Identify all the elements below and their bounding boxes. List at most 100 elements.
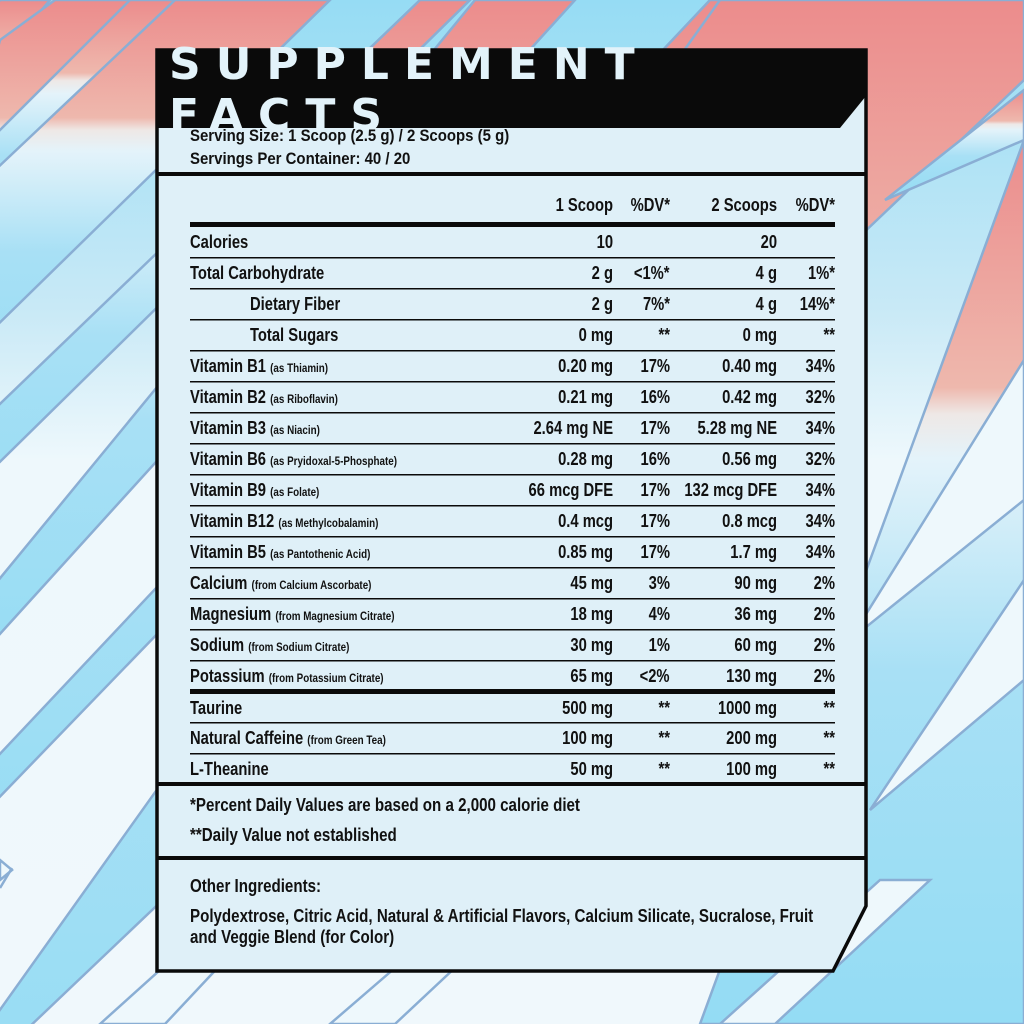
panel-frame bbox=[155, 48, 868, 973]
amount-2-scoops: 130 mg bbox=[726, 666, 777, 686]
other-ingredients-text: Polydextrose, Citric Acid, Natural & Art… bbox=[190, 906, 814, 947]
nutrient-label: Calories bbox=[190, 232, 248, 253]
nutrient-source: (as Niacin) bbox=[270, 423, 320, 437]
dv-2-scoops: 14%* bbox=[799, 294, 835, 314]
nutrient-name: Vitamin B9 bbox=[190, 480, 267, 500]
nutrient-row: Taurine 500 mg ** 1000 mg ** bbox=[190, 694, 835, 725]
nutrient-row: Total Carbohydrate 2 g <1%* 4 g 1%* bbox=[190, 259, 835, 290]
nutrient-name: Vitamin B1 bbox=[190, 356, 267, 376]
dv-2-scoops: ** bbox=[823, 325, 835, 345]
nutrient-label: Magnesium (from Magnesium Citrate) bbox=[190, 604, 395, 625]
other-ingredients-heading: Other Ingredients: bbox=[190, 876, 322, 896]
nutrient-row: Calories 10 20 bbox=[190, 228, 835, 259]
dv-2-scoops: 34% bbox=[805, 511, 835, 531]
servings-per-container: Servings Per Container: 40 / 20 bbox=[190, 149, 411, 168]
nutrient-row: Vitamin B1 (as Thiamin) 0.20 mg 17% 0.40 mg… bbox=[190, 352, 835, 383]
nutrient-label: Vitamin B12 (as Methylcobalamin) bbox=[190, 511, 378, 532]
amount-1-scoop: 45 mg bbox=[570, 573, 613, 593]
dv-2-scoops: 32% bbox=[805, 449, 835, 469]
nutrient-label: Vitamin B1 (as Thiamin) bbox=[190, 356, 328, 377]
nutrient-label: L-Theanine bbox=[190, 759, 269, 780]
dv-2-scoops: 2% bbox=[813, 573, 835, 593]
dv-1-scoop: 7%* bbox=[642, 294, 670, 314]
amount-2-scoops: 0.8 mcg bbox=[722, 511, 777, 531]
column-header: 1 Scoop %DV* 2 Scoops %DV* bbox=[190, 193, 835, 223]
amount-2-scoops: 0.56 mg bbox=[722, 449, 777, 469]
nutrient-row: Vitamin B6 (as Pryidoxal-5-Phosphate) 0.2… bbox=[190, 445, 835, 476]
nutrient-label: Vitamin B2 (as Riboflavin) bbox=[190, 387, 338, 408]
nutrient-label: Total Carbohydrate bbox=[190, 263, 324, 284]
amount-2-scoops: 0 mg bbox=[742, 325, 777, 345]
nutrient-source: (from Green Tea) bbox=[307, 733, 386, 747]
dv-2-scoops: 34% bbox=[805, 480, 835, 500]
nutrient-source: (as Methylcobalamin) bbox=[278, 516, 379, 530]
dv-2-scoops: 2% bbox=[813, 635, 835, 655]
nutrient-source: (as Riboflavin) bbox=[270, 392, 338, 406]
nutrient-source: (from Magnesium Citrate) bbox=[275, 609, 395, 623]
amount-1-scoop: 0.21 mg bbox=[558, 387, 613, 407]
amount-1-scoop: 0.28 mg bbox=[558, 449, 613, 469]
nutrient-label: Vitamin B9 (as Folate) bbox=[190, 480, 319, 501]
serving-size: Serving Size: 1 Scoop (2.5 g) / 2 Scoops… bbox=[190, 126, 510, 145]
dv-1-scoop: 4% bbox=[648, 604, 670, 624]
amount-2-scoops: 1000 mg bbox=[717, 698, 777, 718]
nutrient-label: Sodium (from Sodium Citrate) bbox=[190, 635, 349, 656]
amount-1-scoop: 2 g bbox=[591, 263, 613, 283]
nutrient-row: Potassium (from Potassium Citrate) 65 mg <… bbox=[190, 662, 835, 693]
dv-2-scoops: ** bbox=[823, 698, 835, 718]
nutrient-source: (as Pantothenic Acid) bbox=[270, 547, 371, 561]
dv-2-scoops: ** bbox=[823, 759, 835, 779]
nutrient-label: Taurine bbox=[190, 698, 242, 719]
nutrient-row: Total Sugars 0 mg ** 0 mg ** bbox=[190, 321, 835, 352]
nutrient-row: Vitamin B12 (as Methylcobalamin) 0.4 mcg 1… bbox=[190, 507, 835, 538]
nutrient-label: Calcium (from Calcium Ascorbate) bbox=[190, 573, 371, 594]
dv-2-scoops: 2% bbox=[813, 604, 835, 624]
dv-2-scoops: 34% bbox=[805, 356, 835, 376]
serving-info: Serving Size: 1 Scoop (2.5 g) / 2 Scoops… bbox=[190, 124, 509, 170]
amount-2-scoops: 5.28 mg NE bbox=[697, 418, 777, 438]
dv-1-scoop: ** bbox=[658, 728, 670, 748]
panel-title: SUPPLEMENT FACTS bbox=[169, 39, 650, 141]
footnote-not-established: **Daily Value not established bbox=[190, 825, 397, 845]
amount-2-scoops: 100 mg bbox=[726, 759, 777, 779]
nutrient-row: Calcium (from Calcium Ascorbate) 45 mg 3% 9… bbox=[190, 569, 835, 600]
amount-1-scoop: 10 bbox=[596, 232, 613, 252]
nutrient-name: Calcium bbox=[190, 573, 248, 593]
amount-1-scoop: 500 mg bbox=[562, 698, 613, 718]
nutrient-label: Potassium (from Potassium Citrate) bbox=[190, 666, 384, 687]
nutrient-row: Magnesium (from Magnesium Citrate) 18 mg 4… bbox=[190, 600, 835, 631]
supplement-facts-panel: SUPPLEMENT FACTS Serving Size: 1 Scoop (… bbox=[155, 39, 868, 973]
col-dv-1: %DV* bbox=[630, 195, 670, 215]
amount-1-scoop: 18 mg bbox=[570, 604, 613, 624]
col-2-scoops: 2 Scoops bbox=[711, 195, 777, 215]
nutrient-label: Vitamin B6 (as Pryidoxal-5-Phosphate) bbox=[190, 449, 397, 470]
dv-1-scoop: 16% bbox=[640, 387, 670, 407]
nutrient-label: Total Sugars bbox=[250, 325, 338, 346]
nutrient-name: Vitamin B6 bbox=[190, 449, 267, 469]
amount-1-scoop: 66 mcg DFE bbox=[528, 480, 613, 500]
nutrient-row: Vitamin B2 (as Riboflavin) 0.21 mg 16% 0.42… bbox=[190, 383, 835, 414]
amount-2-scoops: 0.40 mg bbox=[722, 356, 777, 376]
amount-1-scoop: 2.64 mg NE bbox=[533, 418, 613, 438]
nutrient-name: Vitamin B3 bbox=[190, 418, 267, 438]
dv-1-scoop: 3% bbox=[648, 573, 670, 593]
amount-2-scoops: 36 mg bbox=[734, 604, 777, 624]
amount-1-scoop: 30 mg bbox=[570, 635, 613, 655]
amount-2-scoops: 90 mg bbox=[734, 573, 777, 593]
nutrient-row: Vitamin B9 (as Folate) 66 mcg DFE 17% 132 m… bbox=[190, 476, 835, 507]
dv-2-scoops: ** bbox=[823, 728, 835, 748]
dv-1-scoop: 17% bbox=[640, 542, 670, 562]
amount-1-scoop: 2 g bbox=[591, 294, 613, 314]
nutrient-source: (as Folate) bbox=[270, 485, 320, 499]
dv-1-scoop: 1% bbox=[648, 635, 670, 655]
dv-1-scoop: 17% bbox=[640, 480, 670, 500]
nutrient-name: Calories bbox=[190, 232, 249, 252]
nutrient-row: Natural Caffeine (from Green Tea) 100 mg *… bbox=[190, 724, 835, 755]
amount-1-scoop: 50 mg bbox=[570, 759, 613, 779]
dv-2-scoops: 2% bbox=[813, 666, 835, 686]
nutrient-name: Magnesium bbox=[190, 604, 272, 624]
amount-1-scoop: 0.85 mg bbox=[558, 542, 613, 562]
nutrient-source: (from Potassium Citrate) bbox=[268, 671, 384, 685]
nutrient-name: Vitamin B2 bbox=[190, 387, 267, 407]
amount-2-scoops: 1.7 mg bbox=[730, 542, 777, 562]
